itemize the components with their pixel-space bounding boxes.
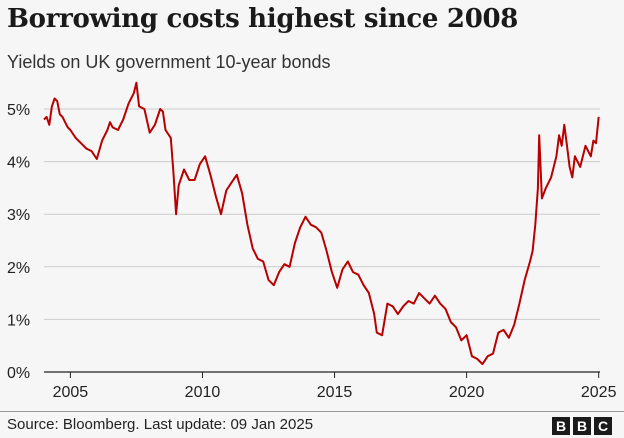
series-line: [43, 81, 600, 366]
source-note: Source: Bloomberg. Last update: 09 Jan 2…: [7, 416, 314, 433]
bbc-logo: B B C: [552, 417, 612, 435]
x-axis: 2005 2010 2015 2020 2025: [44, 371, 617, 401]
x-tick-label: 2025: [581, 384, 617, 401]
series-layer: [43, 81, 600, 366]
chart-title: Borrowing costs highest since 2008: [7, 4, 519, 34]
y-axis-ticks: 0% 1% 2% 3% 4% 5%: [7, 102, 30, 382]
line-chart: 0% 1% 2% 3% 4% 5% 2005 2010 2015 2020 2025: [7, 81, 617, 401]
y-tick-label: 0%: [7, 365, 30, 382]
y-tick-label: 2%: [7, 260, 30, 277]
gridlines: [44, 108, 600, 320]
footer-divider: [0, 411, 624, 412]
x-tick-label: 2020: [449, 384, 485, 401]
chart-subtitle: Yields on UK government 10-year bonds: [7, 52, 331, 72]
x-tick-label: 2010: [185, 384, 221, 401]
x-tick-label: 2015: [317, 384, 353, 401]
bbc-logo-letter: B: [573, 417, 591, 435]
y-tick-label: 4%: [7, 155, 30, 172]
x-tick-label: 2005: [53, 384, 89, 401]
y-tick-label: 5%: [7, 102, 30, 119]
y-tick-label: 3%: [7, 207, 30, 224]
bbc-logo-letter: C: [594, 417, 612, 435]
bbc-logo-letter: B: [552, 417, 570, 435]
y-tick-label: 1%: [7, 312, 30, 329]
